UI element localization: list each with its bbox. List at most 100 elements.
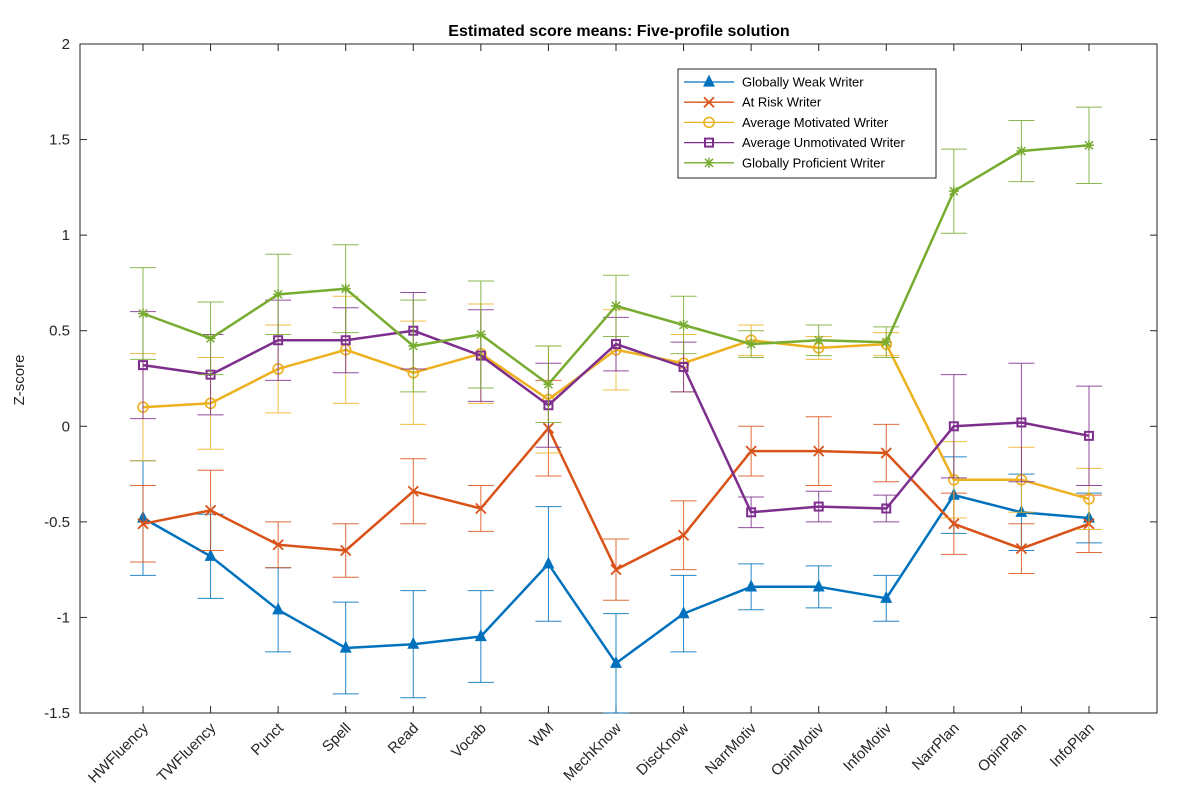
data-point-glyph [610, 564, 622, 576]
data-point [880, 447, 892, 459]
data-point [610, 564, 622, 576]
data-point [813, 501, 824, 512]
data-point [948, 421, 959, 432]
legend-marker [703, 116, 715, 129]
data-point [273, 335, 284, 346]
data-point-glyph [475, 329, 486, 340]
data-point [205, 333, 216, 344]
data-point-glyph [475, 502, 487, 515]
data-point [1015, 542, 1028, 555]
data-point [1016, 146, 1027, 157]
data-point-glyph [881, 337, 892, 348]
legend-marker-glyph [704, 157, 714, 168]
data-point [746, 339, 757, 350]
data-point-glyph [340, 544, 352, 557]
data-point-glyph [1015, 542, 1028, 555]
legend-marker [703, 96, 715, 108]
legend-marker [704, 157, 714, 168]
data-point [1016, 417, 1027, 428]
data-point [881, 337, 892, 348]
legend-label: At Risk Writer [742, 95, 822, 110]
data-point [475, 329, 486, 340]
y-tick-label: -1.5 [44, 705, 70, 722]
data-point [1083, 430, 1094, 441]
legend-label: Average Unmotivated Writer [742, 135, 905, 150]
series-line [142, 329, 1090, 514]
data-point [610, 300, 621, 311]
y-tick-label: -0.5 [44, 514, 70, 531]
y-tick-label: 0 [62, 418, 70, 435]
data-point [408, 341, 419, 352]
data-point-glyph [1083, 140, 1094, 151]
legend-marker [704, 137, 714, 148]
data-point-glyph [678, 319, 689, 330]
data-point [138, 308, 148, 319]
data-point [204, 548, 217, 561]
data-point [340, 283, 351, 294]
legend-box [677, 68, 937, 179]
data-point-glyph [1016, 146, 1027, 157]
data-point-glyph [408, 341, 419, 352]
data-point [407, 636, 420, 649]
legend-marker [703, 74, 715, 87]
data-point-glyph [543, 379, 554, 390]
data-point [745, 445, 757, 457]
data-point [339, 640, 352, 653]
data-point-glyph [204, 504, 217, 517]
data-point-glyph [205, 333, 216, 344]
data-point [746, 507, 757, 518]
data-point-glyph [610, 300, 621, 311]
data-point [678, 362, 689, 373]
data-point-glyph [813, 445, 825, 457]
data-point-glyph [746, 339, 757, 350]
data-point [273, 289, 284, 300]
legend-marker-glyph [703, 96, 715, 108]
data-point [880, 590, 893, 603]
data-point [137, 518, 149, 530]
legend-label: Globally Proficient Writer [742, 155, 885, 170]
data-point [340, 335, 351, 346]
data-point [881, 503, 892, 514]
data-point-glyph [273, 289, 284, 300]
data-point-glyph [340, 283, 351, 294]
data-point-glyph [948, 186, 959, 197]
data-point-glyph [407, 485, 419, 497]
data-point [948, 186, 959, 197]
y-tick-label: -1 [57, 609, 70, 626]
data-point [610, 339, 621, 350]
data-point-glyph [138, 308, 148, 319]
data-point-glyph [813, 335, 824, 346]
data-point [948, 518, 960, 530]
y-axis-title: Z-score [11, 355, 28, 406]
data-point [407, 485, 419, 497]
data-point [677, 606, 690, 619]
data-point [745, 579, 758, 592]
data-point [1083, 493, 1095, 505]
data-point-glyph [677, 529, 690, 541]
data-point [677, 529, 690, 541]
data-point [813, 335, 824, 346]
data-point [1083, 140, 1094, 151]
data-point [812, 579, 825, 592]
data-point [204, 504, 217, 517]
chart-title: Estimated score means: Five-profile solu… [448, 23, 789, 40]
y-tick-label: 2 [62, 36, 70, 53]
legend-label: Globally Weak Writer [742, 75, 864, 90]
data-point [678, 319, 689, 330]
data-point-glyph [745, 445, 757, 457]
data-point [543, 379, 554, 390]
data-point-glyph [137, 518, 149, 530]
data-point-glyph [272, 539, 284, 551]
data-point [272, 602, 285, 615]
data-point [542, 556, 555, 569]
data-point [272, 539, 284, 551]
y-tick-label: 1.5 [49, 132, 70, 149]
data-point [813, 445, 825, 457]
data-point [474, 629, 487, 642]
y-tick-label: 0.5 [49, 323, 70, 340]
data-point [340, 544, 352, 557]
data-point-glyph [880, 447, 892, 459]
data-point [475, 502, 487, 515]
